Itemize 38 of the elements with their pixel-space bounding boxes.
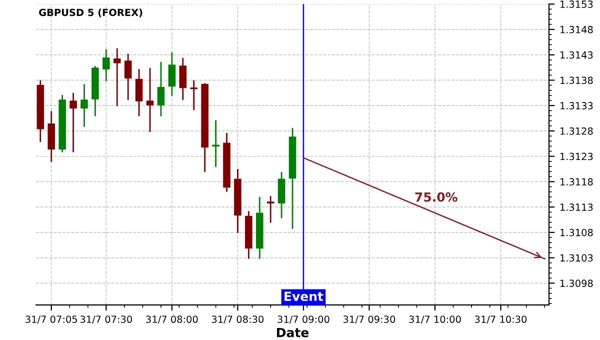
candlestick: [70, 92, 77, 153]
candlestick: [80, 84, 88, 128]
candlestick: [190, 80, 198, 111]
x-tick-label: 31/7 09:30: [344, 316, 396, 324]
annotation: 75.0%: [415, 192, 458, 202]
candlestick: [146, 67, 154, 133]
y-tick-label: 1.3128: [560, 127, 593, 135]
x-tick-label: 31/7 09:00: [278, 316, 330, 324]
candlestick: [179, 57, 187, 101]
x-tick-label: 31/7 08:30: [212, 316, 264, 324]
candlestick: [113, 48, 121, 107]
x-tick-label: 31/7 08:00: [146, 316, 198, 324]
candlestick: [212, 120, 220, 168]
x-tick-label: 31/7 10:00: [409, 316, 461, 324]
x-tick-label: 31/7 07:30: [80, 316, 132, 324]
y-tick-label: 1.3143: [560, 51, 593, 59]
y-tick-label: 1.3123: [560, 152, 593, 160]
y-tick-label: 1.3148: [560, 26, 593, 34]
y-tick-label: 1.3103: [560, 254, 593, 262]
candlestick: [266, 195, 274, 224]
ref-line-label: Event: [284, 292, 324, 302]
chart-title: GBPUSD 5 (FOREX): [39, 8, 142, 18]
x-axis-title: Date: [277, 328, 309, 338]
y-tick-label: 1.3113: [560, 204, 593, 211]
candlestick: [124, 53, 132, 101]
x-tick-label: 31/7 10:30: [475, 316, 527, 324]
y-tick-label: 1.3098: [560, 280, 593, 287]
y-tick-label: 1.3153: [560, 0, 593, 8]
candlestick: [278, 171, 286, 219]
y-tick-label: 1.3138: [560, 76, 593, 84]
y-tick-label: 1.3133: [560, 102, 593, 110]
y-tick-label: 1.3108: [560, 228, 593, 236]
x-tick-label: 31/7 07:05: [26, 316, 77, 324]
candlestick: [135, 68, 143, 117]
candlestick: [157, 61, 165, 117]
candlestick: [102, 48, 110, 82]
candlestick: [168, 52, 176, 97]
y-tick-label: 1.3118: [560, 178, 593, 186]
